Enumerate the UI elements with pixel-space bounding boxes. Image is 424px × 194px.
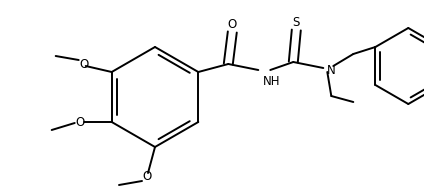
Text: N: N (327, 63, 336, 76)
Text: O: O (75, 115, 84, 128)
Text: O: O (142, 171, 152, 184)
Text: NH: NH (263, 75, 281, 88)
Text: S: S (293, 16, 300, 29)
Text: O: O (79, 57, 88, 70)
Text: O: O (228, 18, 237, 31)
